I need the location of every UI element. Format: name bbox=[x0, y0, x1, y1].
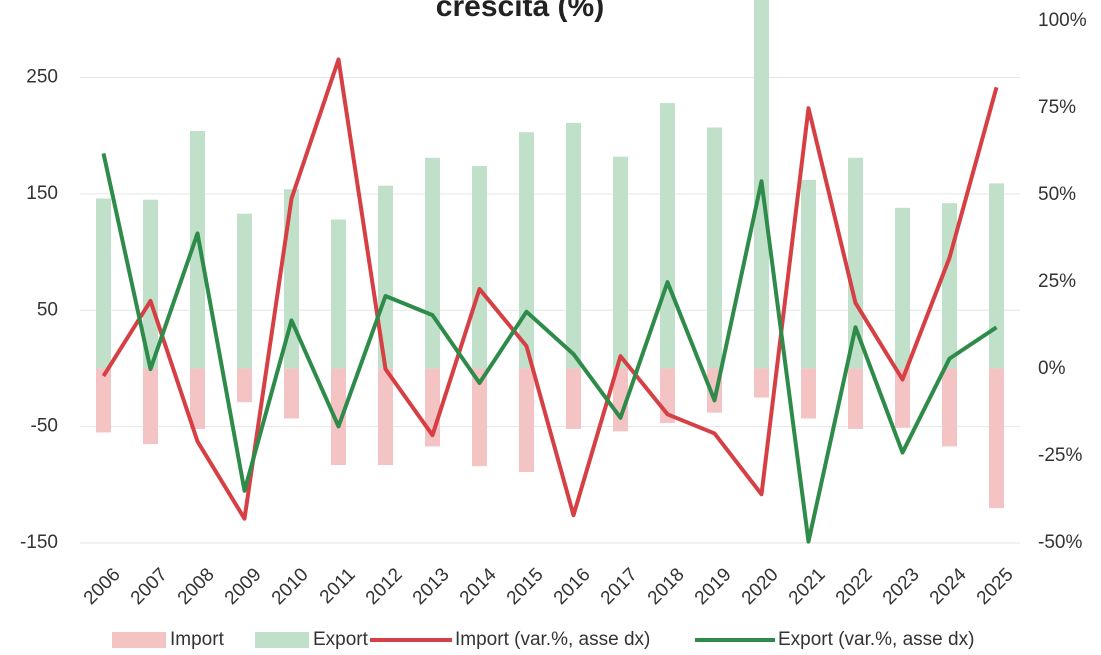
y-tick-label: 50 bbox=[37, 299, 58, 320]
x-tick-label: 2009 bbox=[221, 564, 266, 609]
bar bbox=[237, 368, 252, 403]
bar bbox=[942, 203, 957, 369]
bar bbox=[331, 368, 346, 466]
x-tick-label: 2011 bbox=[316, 564, 360, 608]
bar bbox=[660, 103, 675, 369]
x-tick-label: 2007 bbox=[127, 564, 172, 609]
x-tick-label: 2021 bbox=[785, 564, 830, 609]
line bbox=[101, 152, 998, 544]
bar bbox=[378, 185, 393, 369]
bar bbox=[284, 368, 299, 419]
bar bbox=[472, 368, 487, 467]
bar bbox=[754, 368, 769, 398]
y2-tick-label: 25% bbox=[1038, 271, 1076, 292]
legend-label: Import (var.%, asse dx) bbox=[455, 629, 650, 650]
x-tick-label: 2012 bbox=[362, 564, 407, 609]
bar bbox=[425, 157, 440, 369]
y2-tick-label: -25% bbox=[1038, 445, 1082, 466]
bar bbox=[96, 198, 111, 369]
bar bbox=[989, 183, 1004, 369]
x-tick-label: 2014 bbox=[456, 564, 501, 609]
bar bbox=[190, 131, 205, 369]
bar bbox=[519, 368, 534, 473]
bar bbox=[707, 127, 722, 369]
legend-label: Export (var.%, asse dx) bbox=[778, 629, 974, 650]
y-tick-label: -150 bbox=[20, 532, 58, 553]
bar bbox=[848, 368, 863, 429]
bar bbox=[96, 368, 111, 433]
y2-tick-label: 50% bbox=[1038, 184, 1076, 205]
legend-swatch bbox=[255, 632, 309, 648]
bar bbox=[190, 368, 205, 429]
chart-title: crescita (%) bbox=[436, 0, 604, 23]
x-tick-label: 2022 bbox=[832, 564, 877, 609]
y2-tick-label: 75% bbox=[1038, 97, 1076, 118]
bar bbox=[895, 368, 910, 428]
x-tick-label: 2017 bbox=[597, 564, 642, 609]
y2-tick-label: -50% bbox=[1038, 532, 1082, 553]
bar bbox=[566, 122, 581, 369]
bar bbox=[848, 157, 863, 369]
y-tick-label: -50 bbox=[31, 416, 58, 437]
x-tick-label: 2016 bbox=[550, 564, 595, 609]
bar bbox=[895, 207, 910, 369]
legend-label: Export bbox=[313, 629, 369, 650]
x-tick-label: 2025 bbox=[973, 564, 1018, 609]
x-tick-label: 2023 bbox=[879, 564, 924, 609]
bar bbox=[613, 156, 628, 369]
x-tick-label: 2015 bbox=[503, 564, 548, 609]
y-tick-label: 250 bbox=[26, 67, 58, 88]
x-tick-label: 2020 bbox=[738, 564, 783, 609]
bar bbox=[566, 368, 581, 429]
x-tick-label: 2024 bbox=[926, 564, 971, 609]
bar bbox=[143, 199, 158, 369]
bar bbox=[519, 132, 534, 369]
x-tick-label: 2013 bbox=[409, 564, 454, 609]
bar bbox=[942, 368, 957, 447]
bar bbox=[472, 165, 487, 369]
bar bbox=[331, 219, 346, 369]
x-tick-label: 2019 bbox=[691, 564, 736, 609]
x-tick-label: 2010 bbox=[268, 564, 313, 609]
y2-tick-label: 100% bbox=[1038, 10, 1087, 31]
bar bbox=[143, 368, 158, 445]
bar bbox=[378, 368, 393, 466]
bar bbox=[237, 213, 252, 369]
x-tick-label: 2018 bbox=[644, 564, 689, 609]
legend-label: Import bbox=[170, 629, 225, 650]
y2-tick-label: 0% bbox=[1038, 358, 1066, 379]
bar bbox=[801, 368, 816, 419]
bar bbox=[989, 368, 1004, 509]
bar bbox=[801, 179, 816, 369]
y-tick-label: 150 bbox=[26, 183, 58, 204]
legend-swatch bbox=[112, 632, 166, 648]
x-tick-label: 2008 bbox=[174, 564, 219, 609]
x-tick-label: 2006 bbox=[80, 564, 125, 609]
